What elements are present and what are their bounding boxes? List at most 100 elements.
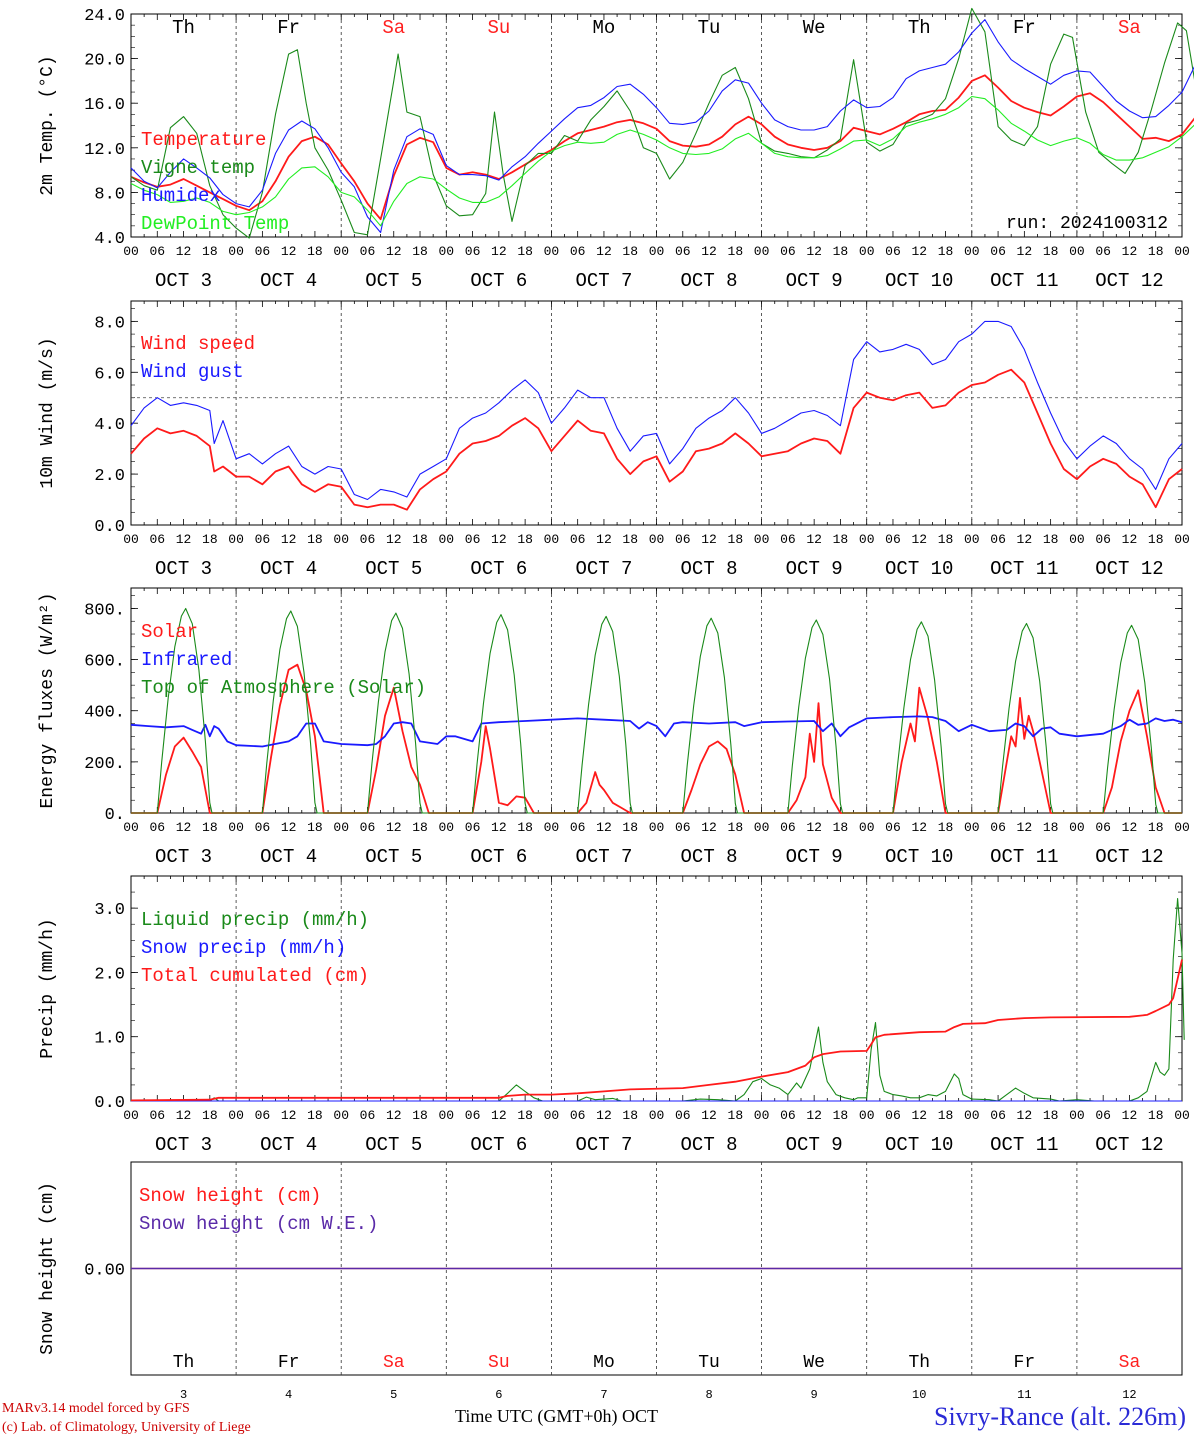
- date-label: OCT 5: [365, 846, 422, 868]
- x-tick-label: 00: [123, 820, 139, 835]
- x-tick-label: 00: [1069, 244, 1085, 259]
- x-tick-label: 06: [570, 820, 586, 835]
- y-tick-label: 800.: [84, 601, 125, 620]
- x-tick-label: 18: [833, 244, 849, 259]
- x-tick-label: 06: [1095, 244, 1111, 259]
- series-line: [130, 715, 1183, 748]
- x-tick-label: 00: [964, 244, 980, 259]
- date-label: OCT 3: [155, 270, 212, 292]
- x-tick-label: 12: [806, 532, 822, 547]
- day-number: 8: [705, 1388, 712, 1402]
- x-tick-label: 12: [281, 244, 297, 259]
- x-tick-label: 18: [728, 244, 744, 259]
- x-tick-label: 00: [1174, 244, 1190, 259]
- series-line: [130, 95, 1194, 227]
- x-tick-label: 18: [622, 244, 638, 259]
- x-tick-label: 06: [1095, 532, 1111, 547]
- x-tick-label: 06: [1095, 1108, 1111, 1123]
- x-tick-label: 06: [570, 532, 586, 547]
- x-tick-label: 06: [885, 820, 901, 835]
- x-tick-label: 00: [1069, 1108, 1085, 1123]
- x-tick-label: 18: [728, 1108, 744, 1123]
- weekday-label: We: [803, 17, 826, 39]
- day-number: 10: [912, 1388, 926, 1402]
- x-tick-label: 00: [438, 1108, 454, 1123]
- day-number: 5: [390, 1388, 397, 1402]
- weekday-label: We: [803, 1353, 825, 1373]
- legend-entry: Temperature: [141, 129, 266, 151]
- x-tick-label: 06: [255, 1108, 271, 1123]
- x-tick-label: 06: [780, 820, 796, 835]
- date-label: OCT 10: [885, 270, 953, 292]
- series-line: [130, 959, 1183, 1102]
- panel-frame: [130, 587, 1183, 814]
- x-tick-label: 12: [701, 532, 717, 547]
- x-tick-label: 18: [938, 532, 954, 547]
- x-tick-label: 12: [176, 532, 192, 547]
- x-tick-label: 06: [885, 244, 901, 259]
- date-label: OCT 6: [470, 270, 527, 292]
- x-tick-label: 12: [806, 1108, 822, 1123]
- weekday-label: Sa: [1118, 17, 1141, 39]
- x-tick-label: 00: [964, 820, 980, 835]
- x-tick-label: 00: [859, 532, 875, 547]
- y-tick-label: 8.0: [94, 185, 125, 204]
- x-tick-label: 12: [386, 532, 402, 547]
- y-tick-label: 600.: [84, 653, 125, 672]
- y-tick-label: 12.0: [84, 141, 125, 160]
- x-tick-label: 18: [833, 532, 849, 547]
- x-tick-label: 18: [412, 532, 428, 547]
- day-number: 11: [1017, 1388, 1031, 1402]
- model-note: MARv3.14 model forced by GFS: [2, 1401, 190, 1416]
- date-label: OCT 9: [786, 846, 843, 868]
- date-label: OCT 12: [1095, 270, 1163, 292]
- legend-entry: Humidex: [141, 185, 221, 207]
- x-tick-label: 00: [1174, 532, 1190, 547]
- weekday-label: Su: [488, 1353, 510, 1373]
- date-label: OCT 7: [575, 846, 632, 868]
- x-tick-label: 12: [491, 244, 507, 259]
- x-tick-label: 00: [438, 244, 454, 259]
- date-label: OCT 12: [1095, 846, 1163, 868]
- weekday-label: Fr: [1014, 1353, 1036, 1373]
- y-axis-title: Snow height (cm): [38, 1182, 58, 1355]
- x-tick-label: 12: [281, 1108, 297, 1123]
- x-tick-label: 00: [333, 820, 349, 835]
- x-tick-label: 00: [1174, 1108, 1190, 1123]
- date-label: OCT 11: [990, 558, 1058, 580]
- x-tick-label: 00: [123, 244, 139, 259]
- x-tick-label: 00: [649, 820, 665, 835]
- x-tick-label: 12: [386, 820, 402, 835]
- weekday-label: Th: [908, 17, 931, 39]
- x-tick-label: 06: [1095, 820, 1111, 835]
- date-label: OCT 6: [470, 1134, 527, 1156]
- x-tick-label: 06: [675, 532, 691, 547]
- x-tick-label: 18: [1043, 244, 1059, 259]
- x-tick-label: 06: [360, 532, 376, 547]
- x-tick-label: 12: [911, 244, 927, 259]
- x-tick-label: 06: [465, 244, 481, 259]
- x-tick-label: 00: [333, 244, 349, 259]
- date-label: OCT 4: [260, 270, 317, 292]
- day-number: 9: [811, 1388, 818, 1402]
- x-tick-label: 18: [1043, 1108, 1059, 1123]
- x-tick-label: 06: [360, 244, 376, 259]
- credit-note: (c) Lab. of Climatology, University of L…: [2, 1420, 251, 1435]
- x-tick-label: 00: [754, 1108, 770, 1123]
- x-tick-label: 18: [728, 532, 744, 547]
- x-axis-title: Time UTC (GMT+0h) OCT: [455, 1406, 658, 1426]
- x-tick-label: 00: [964, 532, 980, 547]
- legend-entry: DewPoint Temp: [141, 213, 289, 235]
- x-tick-label: 12: [491, 1108, 507, 1123]
- series-line: [130, 320, 1183, 501]
- x-tick-label: 18: [1148, 820, 1164, 835]
- x-tick-label: 06: [675, 1108, 691, 1123]
- x-tick-label: 18: [412, 1108, 428, 1123]
- x-tick-label: 06: [149, 1108, 165, 1123]
- day-number: 7: [600, 1388, 607, 1402]
- y-tick-label: 16.0: [84, 96, 125, 115]
- x-tick-label: 12: [596, 532, 612, 547]
- x-tick-label: 12: [1122, 820, 1138, 835]
- legend-entry: Solar: [141, 621, 198, 643]
- x-tick-label: 12: [281, 532, 297, 547]
